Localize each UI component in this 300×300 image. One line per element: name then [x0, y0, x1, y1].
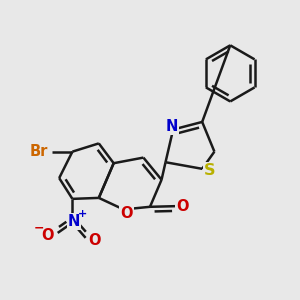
Text: O: O	[176, 199, 189, 214]
Text: N: N	[165, 119, 178, 134]
Text: N: N	[68, 214, 80, 229]
Text: +: +	[78, 209, 87, 219]
Text: −: −	[34, 222, 44, 235]
Text: Br: Br	[30, 144, 48, 159]
Text: O: O	[120, 206, 133, 221]
Text: S: S	[204, 163, 215, 178]
Text: O: O	[88, 233, 101, 248]
Text: O: O	[41, 228, 53, 243]
